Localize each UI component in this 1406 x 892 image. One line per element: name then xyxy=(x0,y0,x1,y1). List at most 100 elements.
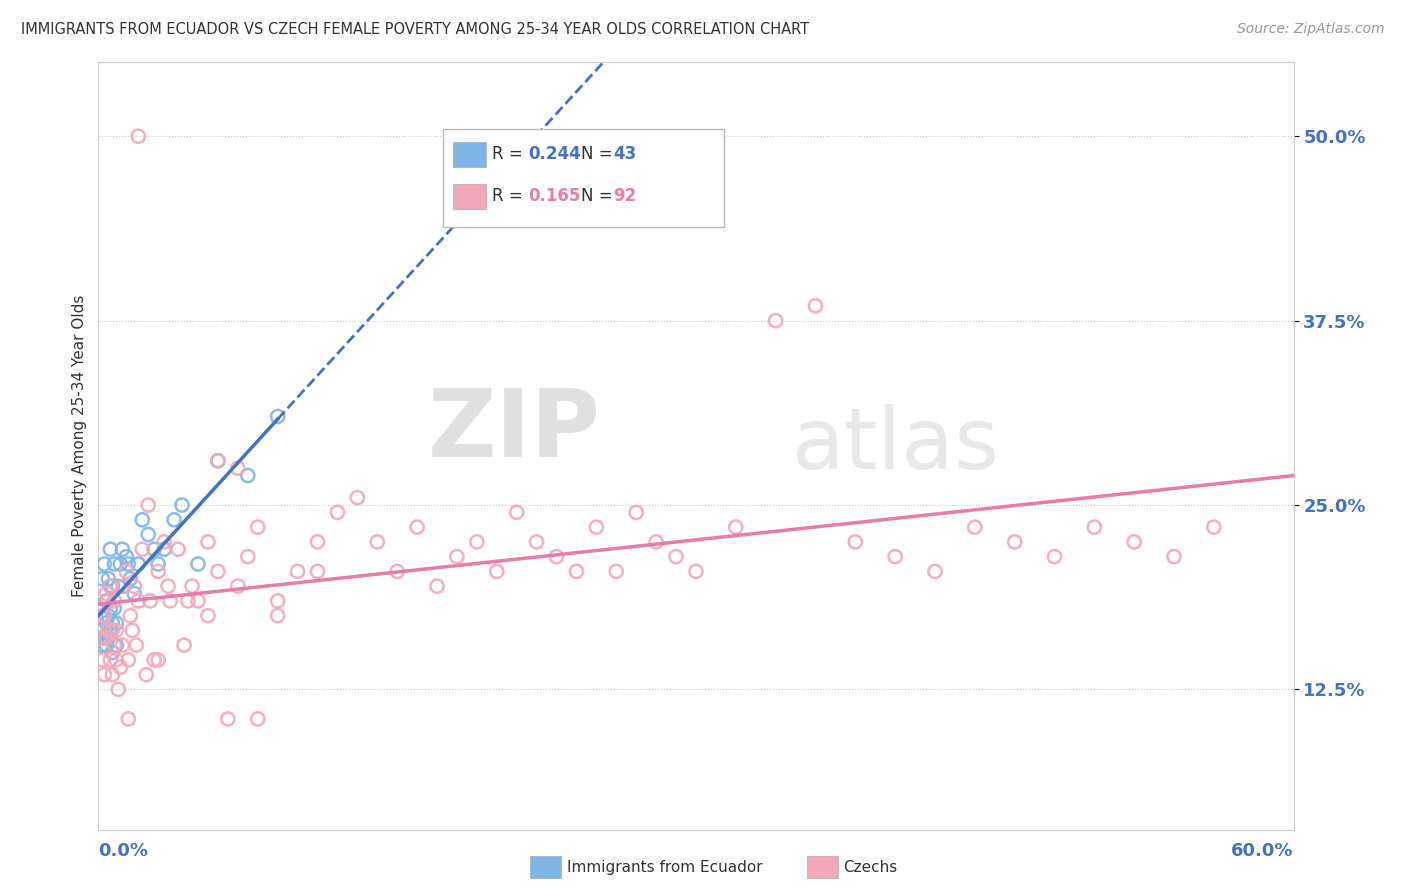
Point xyxy=(163,513,186,527)
Point xyxy=(111,542,134,557)
Point xyxy=(136,498,159,512)
Point xyxy=(963,520,986,534)
Point xyxy=(1004,534,1026,549)
Point xyxy=(131,513,153,527)
Point xyxy=(112,579,135,593)
Point xyxy=(103,594,125,608)
Point xyxy=(91,608,114,623)
Point xyxy=(173,638,195,652)
Point xyxy=(181,579,204,593)
Point xyxy=(226,461,249,475)
Point xyxy=(246,520,269,534)
Point xyxy=(765,313,787,327)
Point xyxy=(267,608,290,623)
Point xyxy=(207,454,229,468)
Point xyxy=(1163,549,1185,564)
Point xyxy=(187,594,209,608)
Point xyxy=(105,624,128,638)
Point xyxy=(93,557,115,571)
Point xyxy=(101,615,124,630)
Point xyxy=(172,498,194,512)
Point xyxy=(97,572,120,586)
Point xyxy=(96,586,118,600)
Point xyxy=(626,505,648,519)
Point xyxy=(1202,520,1225,534)
Point xyxy=(207,565,229,579)
Point xyxy=(565,565,588,579)
Point xyxy=(96,638,118,652)
Text: 0.244: 0.244 xyxy=(529,145,582,163)
Point xyxy=(267,409,290,424)
Point xyxy=(131,542,153,557)
Point xyxy=(139,594,162,608)
Point xyxy=(89,631,111,645)
Point xyxy=(115,565,138,579)
Point xyxy=(120,608,142,623)
Point xyxy=(101,624,124,638)
Point xyxy=(366,534,388,549)
Point xyxy=(426,579,449,593)
Point xyxy=(112,579,135,593)
Point xyxy=(98,579,122,593)
Point xyxy=(605,565,627,579)
Point xyxy=(148,557,170,571)
Point xyxy=(98,542,122,557)
Text: Czechs: Czechs xyxy=(844,860,898,874)
Point xyxy=(143,653,166,667)
Point xyxy=(96,631,118,645)
Point xyxy=(117,653,139,667)
Point xyxy=(287,565,309,579)
Point xyxy=(465,534,488,549)
Point xyxy=(98,624,122,638)
Point xyxy=(236,549,259,564)
Point xyxy=(226,579,249,593)
Point xyxy=(526,534,548,549)
Point xyxy=(724,520,747,534)
Point xyxy=(307,565,329,579)
Point xyxy=(446,549,468,564)
Point xyxy=(120,572,142,586)
Point xyxy=(207,454,229,468)
Point xyxy=(506,505,529,519)
Point xyxy=(884,549,907,564)
Point xyxy=(197,608,219,623)
Text: N =: N = xyxy=(581,187,617,205)
Point xyxy=(124,586,146,600)
Point xyxy=(103,601,125,615)
Point xyxy=(385,565,409,579)
Point xyxy=(135,667,157,681)
Point xyxy=(91,638,114,652)
Point xyxy=(107,682,129,697)
Point xyxy=(121,624,143,638)
Point xyxy=(98,579,122,593)
Point xyxy=(125,638,148,652)
Point xyxy=(110,557,132,571)
Text: N =: N = xyxy=(581,145,617,163)
Point xyxy=(93,608,115,623)
Point xyxy=(217,712,239,726)
Point xyxy=(97,608,120,623)
Point xyxy=(91,653,114,667)
Point xyxy=(177,594,200,608)
Text: 60.0%: 60.0% xyxy=(1232,842,1294,860)
Point xyxy=(101,579,124,593)
Point xyxy=(267,594,290,608)
Point xyxy=(105,638,128,652)
Point xyxy=(96,615,118,630)
Point xyxy=(406,520,429,534)
Point xyxy=(105,653,128,667)
Point xyxy=(585,520,607,534)
Point xyxy=(236,468,259,483)
Point xyxy=(105,615,128,630)
Point xyxy=(346,491,368,505)
Point xyxy=(127,557,149,571)
Text: atlas: atlas xyxy=(792,404,1000,488)
Point xyxy=(98,601,122,615)
Point xyxy=(97,631,120,645)
Point xyxy=(91,572,114,586)
Point xyxy=(546,549,568,564)
Point xyxy=(115,549,138,564)
Point xyxy=(96,594,118,608)
Point xyxy=(187,557,209,571)
Point xyxy=(167,542,190,557)
